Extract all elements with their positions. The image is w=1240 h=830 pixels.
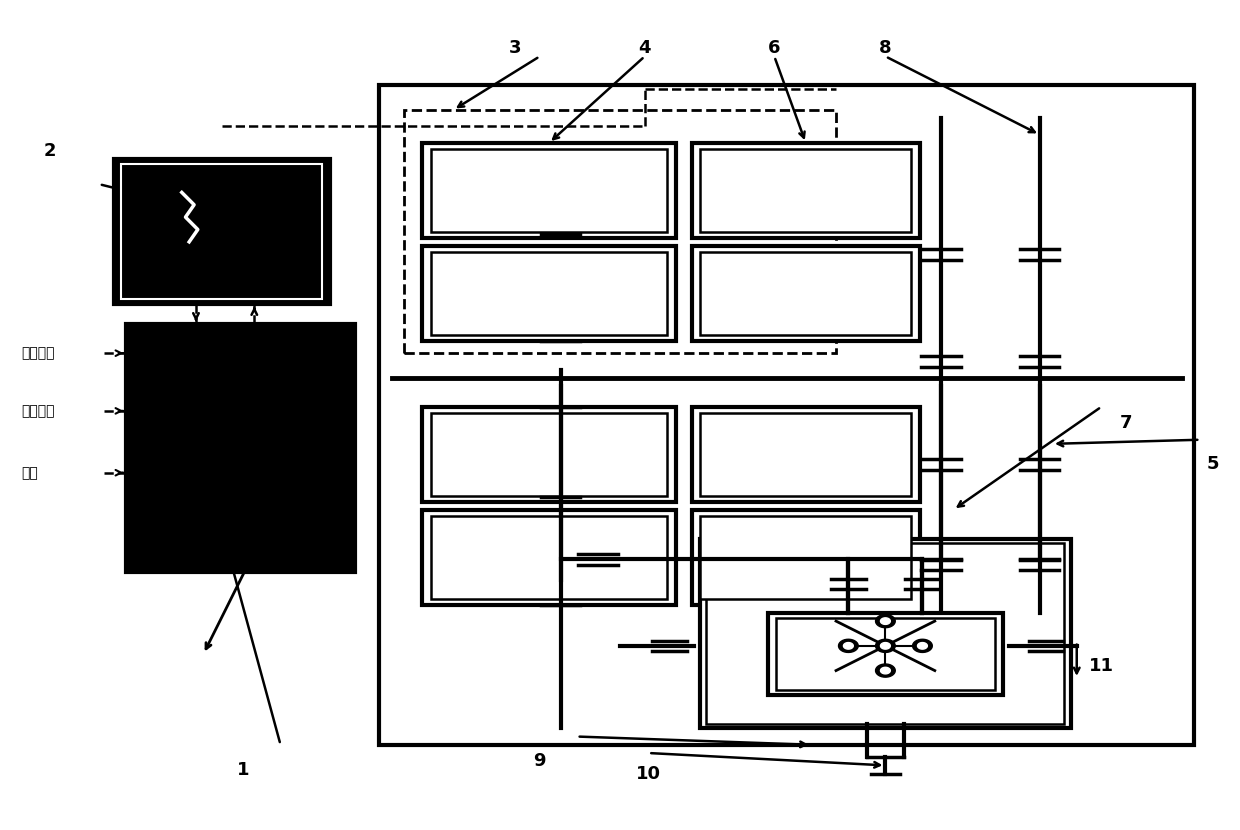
Bar	[775, 618, 996, 691]
Text: 4: 4	[639, 39, 651, 57]
Bar	[432, 251, 667, 335]
Bar	[114, 159, 330, 304]
Bar	[379, 85, 1194, 745]
Text: 2: 2	[43, 142, 56, 160]
Polygon shape	[875, 614, 895, 627]
Bar	[126, 325, 355, 572]
Text: 5: 5	[1207, 456, 1219, 473]
Bar	[423, 143, 676, 237]
Text: 6: 6	[768, 39, 780, 57]
Text: 8: 8	[879, 39, 892, 57]
Bar	[432, 149, 667, 232]
Bar	[423, 407, 676, 501]
Text: 10: 10	[636, 764, 661, 783]
Bar	[701, 149, 911, 232]
Bar	[692, 246, 920, 341]
Bar	[404, 110, 836, 354]
Text: 加速踏板: 加速踏板	[21, 346, 55, 360]
Bar	[692, 510, 920, 604]
Text: 1: 1	[237, 760, 249, 779]
Bar	[701, 515, 911, 599]
Polygon shape	[838, 639, 858, 652]
Text: 制动踏板: 制动踏板	[21, 404, 55, 417]
Polygon shape	[880, 642, 890, 649]
Polygon shape	[880, 618, 890, 624]
Bar	[701, 413, 911, 496]
Bar	[122, 164, 322, 299]
Bar	[423, 510, 676, 604]
Polygon shape	[843, 642, 853, 649]
Text: 车速: 车速	[21, 466, 38, 480]
Bar	[701, 539, 1070, 728]
Bar	[432, 413, 667, 496]
Bar	[707, 543, 1064, 724]
Text: 11: 11	[1089, 657, 1114, 676]
Polygon shape	[918, 642, 928, 649]
Bar	[423, 246, 676, 341]
Text: 9: 9	[533, 752, 546, 770]
Polygon shape	[875, 664, 895, 677]
Polygon shape	[875, 639, 895, 652]
Bar	[701, 251, 911, 335]
Polygon shape	[913, 639, 932, 652]
Text: 3: 3	[508, 39, 521, 57]
Bar	[768, 613, 1003, 696]
Text: 7: 7	[1120, 414, 1132, 432]
Bar	[432, 515, 667, 599]
Bar	[692, 407, 920, 501]
Bar	[692, 143, 920, 237]
Polygon shape	[880, 667, 890, 674]
